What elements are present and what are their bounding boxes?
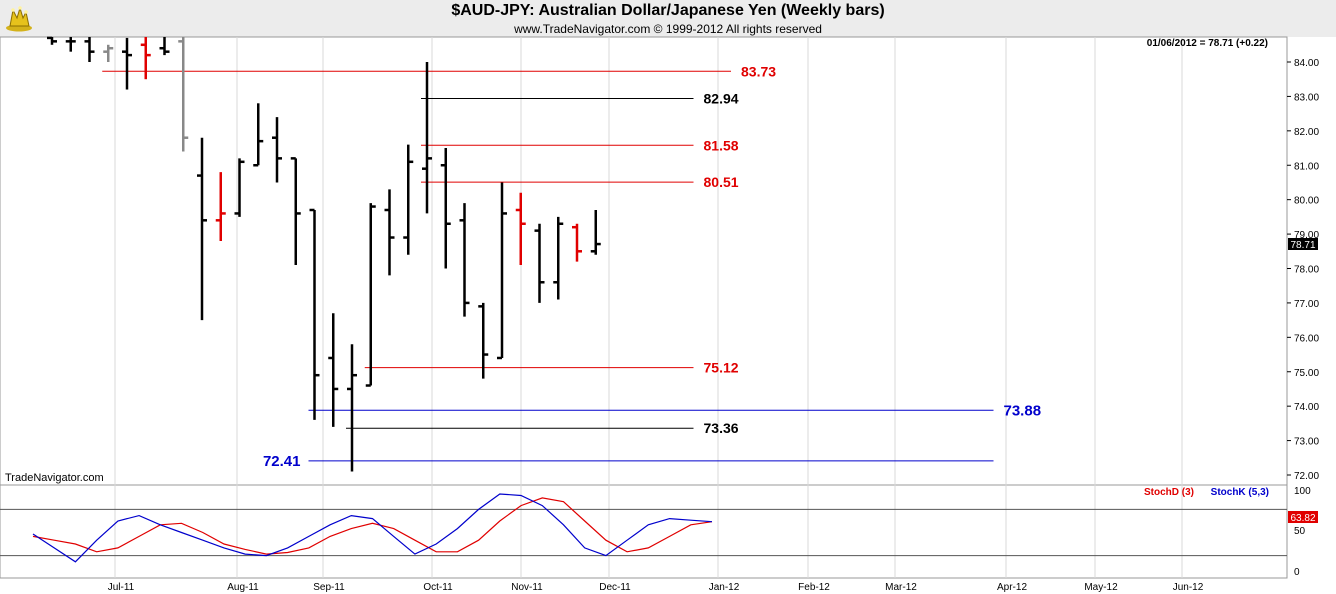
last-price-tag: 78.71 [1290, 240, 1315, 251]
y-tick-label: 79.00 [1294, 230, 1319, 241]
stoch-last-tag-bg [1288, 511, 1318, 523]
stoch-tick-100: 100 [1294, 486, 1311, 497]
watermark: TradeNavigator.com [5, 472, 104, 484]
y-tick-label: 77.00 [1294, 299, 1319, 310]
y-tick-label: 84.00 [1294, 58, 1319, 69]
last-price-tag-bg [1288, 238, 1318, 250]
x-tick-label: Nov-11 [511, 582, 543, 593]
level-label: 75.12 [704, 360, 739, 376]
y-tick-label: 74.00 [1294, 402, 1319, 413]
y-tick-label: 81.00 [1294, 161, 1319, 172]
chart-header: $AUD-JPY: Australian Dollar/Japanese Yen… [0, 0, 1336, 37]
stoch-tick-50: 50 [1294, 526, 1306, 537]
level-label: 73.36 [704, 420, 739, 436]
y-tick-label: 73.00 [1294, 437, 1319, 448]
stochastics-panel [0, 493, 1287, 563]
y-tick-label: 76.00 [1294, 333, 1319, 344]
price-axis: 84.00 83.00 82.00 81.00 80.00 79.00 78.00 77.00… [1287, 58, 1319, 482]
level-label: 73.88 [1004, 402, 1042, 419]
x-tick-label: Jan-12 [709, 582, 740, 593]
x-tick-label: Oct-11 [423, 582, 453, 593]
x-tick-label: Mar-12 [885, 582, 917, 593]
tradenavigator-logo-icon [6, 6, 32, 32]
x-tick-label: Feb-12 [798, 582, 830, 593]
stoch-last-tag: 63.82 [1290, 513, 1315, 524]
x-tick-label: Jul-11 [108, 582, 135, 593]
level-label: 72.41 [263, 453, 301, 470]
x-tick-label: Dec-11 [599, 582, 631, 593]
level-label: 82.94 [704, 90, 739, 106]
date-axis: Jul-11 Aug-11 Sep-11 Oct-11 Nov-11 Dec-11 Jan-… [108, 582, 1204, 593]
y-tick-label: 80.00 [1294, 196, 1319, 207]
price-bars [47, 36, 601, 472]
stoch-k-line [32, 493, 713, 563]
stoch-tick-0: 0 [1294, 567, 1300, 578]
level-label: 83.73 [741, 63, 776, 79]
x-tick-label: May-12 [1084, 582, 1118, 593]
y-tick-label: 72.00 [1294, 471, 1319, 482]
copyright-notice: www.TradeNavigator.com © 1999-2012 All r… [514, 22, 822, 36]
price-panel-frame [0, 36, 1288, 486]
chart-title: $AUD-JPY: Australian Dollar/Japanese Yen… [451, 2, 885, 19]
y-tick-label: 82.00 [1294, 127, 1319, 138]
stoch-k-legend: StochK (5,3) [1211, 487, 1269, 498]
y-tick-label: 78.00 [1294, 265, 1319, 276]
stoch-panel-frame [0, 484, 1288, 579]
level-label: 81.58 [704, 137, 739, 153]
x-tick-label: Jun-12 [1173, 582, 1204, 593]
y-tick-label: 75.00 [1294, 368, 1319, 379]
level-label: 80.51 [704, 174, 739, 190]
x-grid-lines [114, 37, 1183, 578]
stoch-d-line [32, 497, 713, 555]
stoch-d-legend: StochD (3) [1144, 487, 1194, 498]
x-tick-label: Apr-12 [997, 582, 1027, 593]
last-value-label: 01/06/2012 = 78.71 (+0.22) [1147, 38, 1268, 49]
y-tick-label: 83.00 [1294, 92, 1319, 103]
x-tick-label: Sep-11 [313, 582, 345, 593]
x-tick-label: Aug-11 [227, 582, 259, 593]
